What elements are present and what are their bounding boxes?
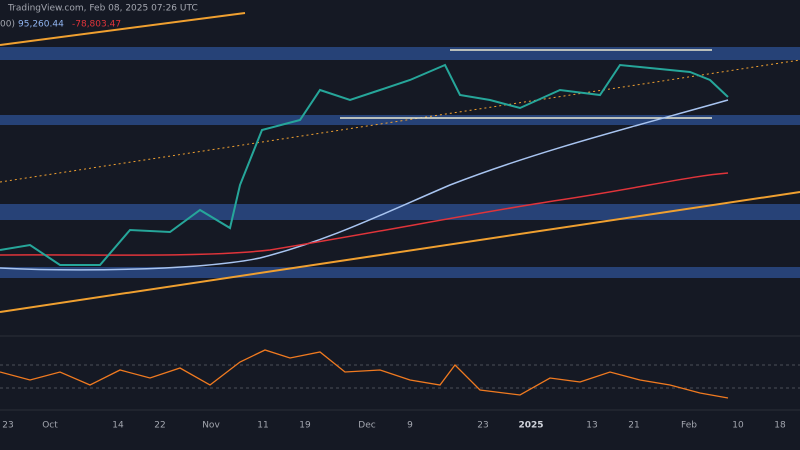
zone: [0, 267, 800, 278]
time-label: Nov: [202, 421, 220, 431]
time-label: 14: [112, 421, 124, 431]
time-label: 11: [257, 421, 268, 431]
zone: [0, 115, 800, 125]
time-label: 2025: [518, 421, 543, 431]
moving-average-fast: [0, 99, 729, 271]
zone: [0, 204, 800, 220]
time-label: 21: [628, 421, 639, 431]
indicator-suffix: 00): [0, 20, 15, 30]
indicator-value: -78,803.47: [72, 20, 121, 30]
price-path: [0, 63, 729, 266]
time-label: 19: [299, 421, 311, 431]
time-label: 22: [154, 421, 165, 431]
trend-line: [0, 191, 800, 313]
time-label: 9: [407, 421, 413, 431]
rsi-line: [0, 349, 729, 399]
time-label: 23: [477, 421, 488, 431]
time-label: Feb: [681, 421, 697, 431]
time-label: Oct: [42, 421, 58, 431]
indicator-value: 95,260.44: [18, 20, 64, 30]
trend-line: [0, 12, 246, 46]
moving-average-slow: [0, 172, 729, 256]
time-label: 23: [2, 421, 13, 431]
zone: [0, 47, 800, 60]
time-label: 10: [732, 421, 744, 431]
time-label: 13: [586, 421, 597, 431]
time-label: 18: [774, 421, 786, 431]
time-axis: 23 Oct 14 22 Nov 11 19 Dec 9 23 2025 13 …: [2, 421, 786, 431]
header-source: TradingView.com, Feb 08, 2025 07:26 UTC: [7, 4, 198, 14]
time-label: Dec: [358, 421, 375, 431]
